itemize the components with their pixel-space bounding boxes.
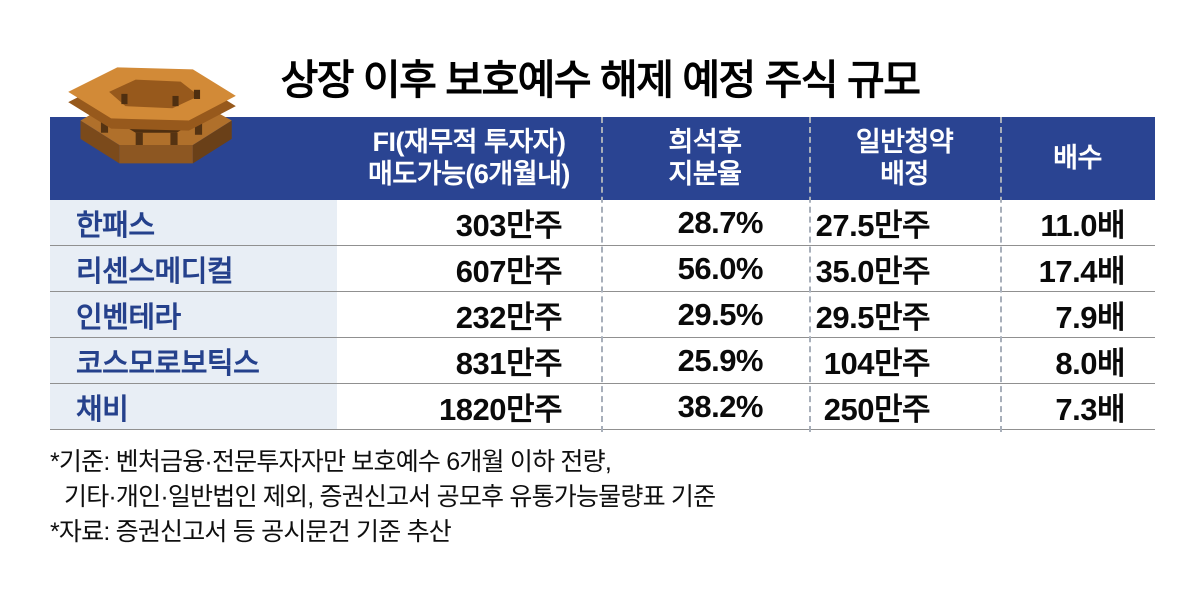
table-row: 채비 1820만주 38.2% 250만주 7.3배 <box>50 384 1155 430</box>
multiple-value: 17.4배 <box>1038 254 1126 289</box>
header-fi-sellable: FI(재무적 투자자) 매도가능(6개월내) <box>368 126 570 189</box>
general-allocation-value: 35.0만주 <box>815 254 931 289</box>
fi-sellable-value: 1820만주 <box>438 392 563 427</box>
column-divider-dashed <box>809 117 811 432</box>
hexagon-logo-graphic <box>68 67 236 164</box>
company-name: 리센스메디컬 <box>50 246 337 291</box>
diluted-stake-value: 28.7% <box>677 204 764 240</box>
column-divider-dashed <box>1000 117 1002 432</box>
company-name: 인벤테라 <box>50 292 337 337</box>
diluted-stake-value: 25.9% <box>677 342 764 378</box>
multiple-value: 7.9배 <box>1055 300 1125 335</box>
column-divider-dashed <box>601 117 603 432</box>
diluted-stake-value: 56.0% <box>677 250 764 286</box>
footnote-criteria-line2: 기타·개인·일반법인 제외, 증권신고서 공모후 유통가능물량표 기준 <box>64 483 716 511</box>
header-diluted-stake: 희석후 지분율 <box>668 126 742 189</box>
multiple-value: 7.3배 <box>1055 392 1125 427</box>
company-name: 한패스 <box>50 200 337 245</box>
company-name: 채비 <box>50 384 337 429</box>
diluted-stake-value: 29.5% <box>677 296 764 332</box>
header-multiple: 배수 <box>1053 142 1102 173</box>
company-name: 코스모로보틱스 <box>50 338 337 383</box>
diluted-stake-value: 38.2% <box>677 388 764 424</box>
fi-sellable-value: 831만주 <box>455 346 563 381</box>
multiple-value: 8.0배 <box>1055 346 1125 381</box>
general-allocation-value: 104만주 <box>823 346 931 381</box>
footnotes: *기준: 벤처금융·전문투자자만 보호예수 6개월 이하 전량, 기타·개인·일… <box>50 445 716 550</box>
general-allocation-value: 27.5만주 <box>815 208 931 243</box>
footnote-criteria-line1: *기준: 벤처금융·전문투자자만 보호예수 6개월 이하 전량, <box>50 448 612 476</box>
fi-sellable-value: 232만주 <box>455 300 563 335</box>
fi-sellable-value: 303만주 <box>455 208 563 243</box>
page-title: 상장 이후 보호예수 해제 예정 주식 규모 <box>280 57 921 103</box>
hexagon-3d-logo <box>58 32 244 166</box>
general-allocation-value: 250만주 <box>823 392 931 427</box>
table-row: 코스모로보틱스 831만주 25.9% 104만주 8.0배 <box>50 338 1155 384</box>
footnote-source: *자료: 증권신고서 등 공시문건 기준 추산 <box>50 518 452 546</box>
multiple-value: 11.0배 <box>1040 208 1125 243</box>
fi-sellable-value: 607만주 <box>455 254 563 289</box>
lockup-release-table: FI(재무적 투자자) 매도가능(6개월내) 희석후 지분율 일반청약 배정 배… <box>50 117 1155 432</box>
general-allocation-value: 29.5만주 <box>815 300 931 335</box>
header-general-allocation: 일반청약 배정 <box>855 126 954 189</box>
